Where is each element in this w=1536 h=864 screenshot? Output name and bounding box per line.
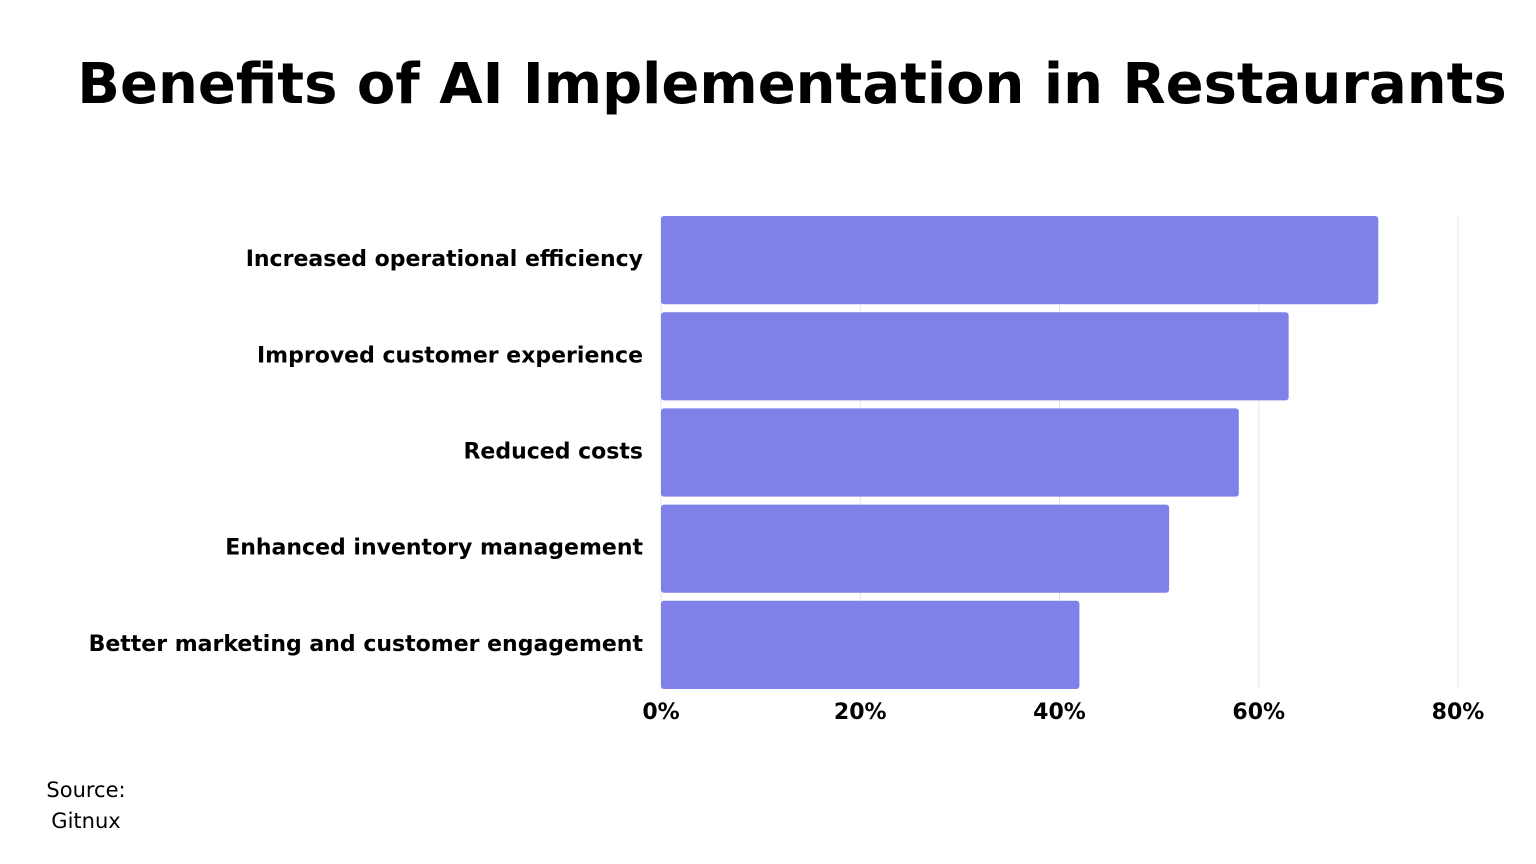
bar bbox=[661, 216, 1379, 305]
x-tick-label: 80% bbox=[1432, 700, 1485, 725]
y-tick-label: Better marketing and customer engagement bbox=[89, 632, 644, 657]
x-tick-label: 0% bbox=[642, 700, 679, 725]
x-tick-label: 20% bbox=[834, 700, 887, 725]
x-tick-label: 60% bbox=[1232, 700, 1285, 725]
source-label: Source: bbox=[46, 778, 125, 802]
bar bbox=[661, 408, 1239, 497]
y-tick-label: Improved customer experience bbox=[257, 343, 643, 368]
bar bbox=[661, 312, 1289, 401]
bar bbox=[661, 504, 1170, 593]
x-tick-label: 40% bbox=[1033, 700, 1086, 725]
y-tick-label: Reduced costs bbox=[463, 440, 643, 465]
y-tick-label: Increased operational efficiency bbox=[246, 247, 643, 272]
y-tick-label: Enhanced inventory management bbox=[225, 536, 643, 561]
source: Gitnux bbox=[51, 809, 120, 833]
chart-title: Benefits of AI Implementation in Restaur… bbox=[77, 52, 1506, 117]
bar bbox=[661, 600, 1080, 689]
